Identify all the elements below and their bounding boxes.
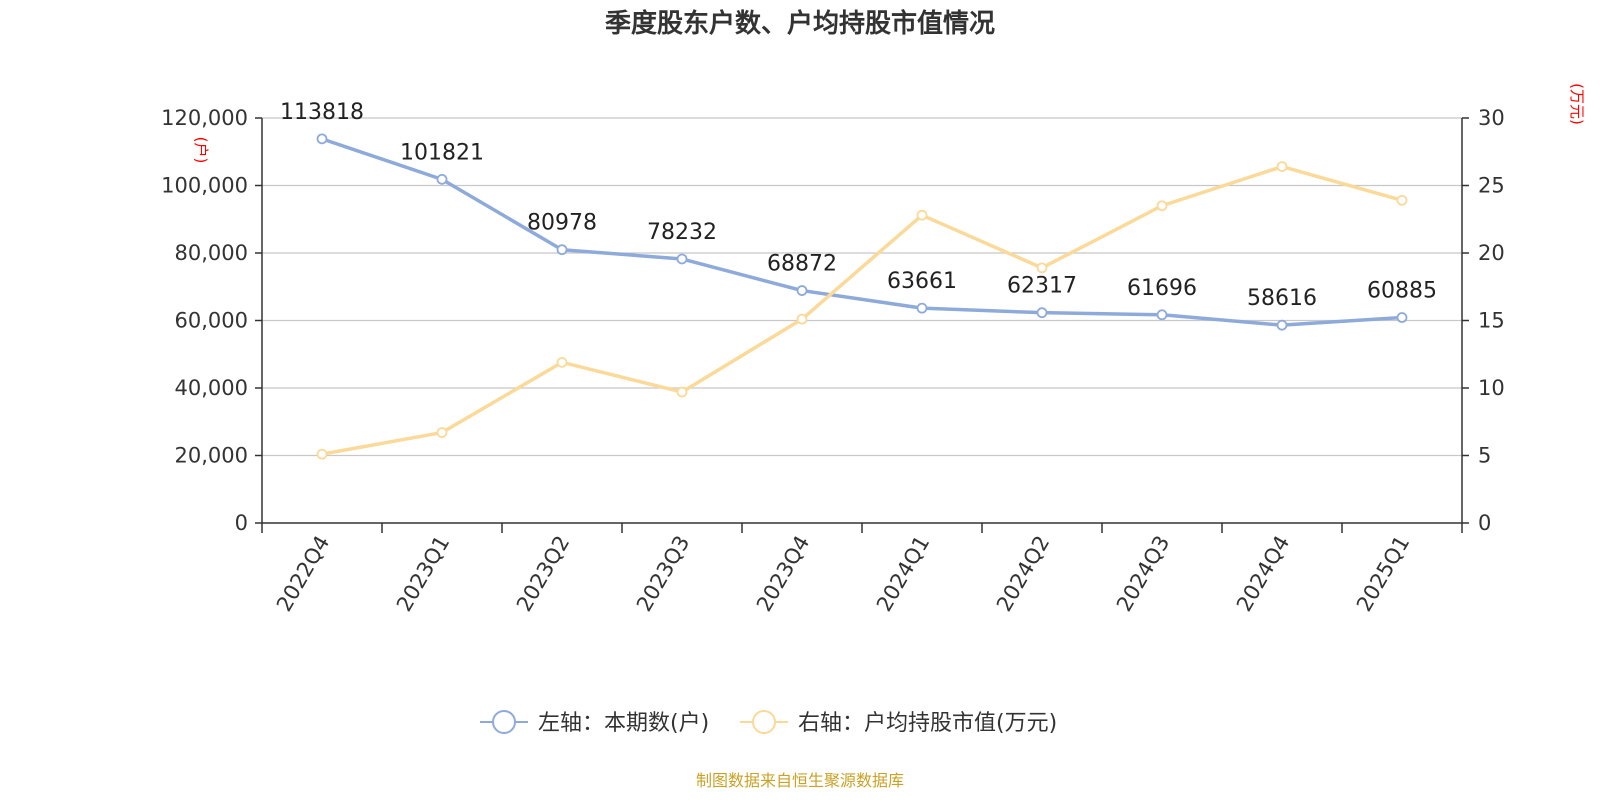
left-tick-label: 80,000 [175,241,248,265]
right-axis-unit: (万元) [1568,83,1586,125]
x-tick-label: 2023Q4 [752,532,814,616]
data-point [796,313,808,325]
right-tick-label: 0 [1478,511,1491,535]
data-point [436,173,448,185]
right-tick-label: 25 [1478,174,1505,198]
data-point [1156,200,1168,212]
data-point [436,427,448,438]
left-tick-label: 60,000 [175,309,248,333]
data-point [676,386,688,398]
left-axis-unit: (户) [192,137,210,164]
x-tick-label: 2025Q1 [1352,532,1414,616]
data-point [916,302,928,314]
data-point [1276,319,1288,331]
data-label: 113818 [280,100,364,125]
x-tick-label: 2023Q1 [392,532,454,616]
data-point [556,356,568,368]
data-point [676,253,688,265]
x-tick-label: 2024Q3 [1112,532,1174,616]
data-point [1396,312,1408,323]
axes: 0 20,000 40,000 60,000 80,000 100,000 120,000 0… [161,106,1505,616]
data-point [1156,309,1168,321]
data-labels: 113818 101821 80978 78232 68872 63661 62317 616… [280,100,1437,311]
x-tick-label: 2023Q3 [632,532,694,616]
legend-label: 左轴：本期数(户) [538,711,709,736]
legend-marker [752,710,776,734]
grid-lines [262,117,1462,457]
data-point [1036,307,1048,319]
data-label: 60885 [1367,279,1437,304]
data-point [316,133,328,145]
legend: 左轴：本期数(户) 右轴：户均持股市值(万元) [480,710,1057,736]
legend-label: 右轴：户均持股市值(万元) [798,711,1057,736]
left-tick-label: 0 [235,511,248,535]
right-tick-label: 15 [1478,309,1505,333]
data-label: 78232 [647,220,717,245]
x-tick-label: 2022Q4 [272,532,334,616]
data-point [316,448,328,460]
right-tick-label: 20 [1478,241,1505,265]
left-tick-label: 100,000 [161,174,248,198]
x-tick-label: 2023Q2 [512,532,574,616]
source-note: 制图数据来自恒生聚源数据库 [696,771,904,790]
right-tick-label: 5 [1478,444,1491,468]
data-label: 61696 [1127,276,1197,301]
series-line-shareholder-count [321,137,1403,327]
data-point [1036,262,1048,274]
legend-marker [492,710,516,734]
chart-title: 季度股东户数、户均持股市值情况 [605,8,995,39]
data-point [1396,194,1408,206]
data-label: 63661 [887,269,957,294]
x-tick-label: 2024Q2 [992,532,1054,616]
right-tick-label: 30 [1478,106,1505,130]
right-tick-label: 10 [1478,376,1505,400]
data-label: 101821 [400,140,484,165]
series-lines [316,133,1408,460]
data-label: 62317 [1007,274,1077,299]
left-tick-label: 20,000 [175,444,248,468]
data-label: 80978 [527,211,597,236]
x-tick-label: 2024Q1 [872,532,934,616]
data-point [916,209,928,221]
left-tick-label: 40,000 [175,376,248,400]
data-label: 68872 [767,252,837,277]
data-label: 58616 [1247,286,1317,311]
series-line-avg-holding-value [321,164,1403,456]
data-point [1276,161,1288,173]
left-tick-label: 120,000 [161,106,248,130]
x-tick-label: 2024Q4 [1232,532,1294,616]
data-point [796,285,808,296]
data-point [556,244,568,256]
